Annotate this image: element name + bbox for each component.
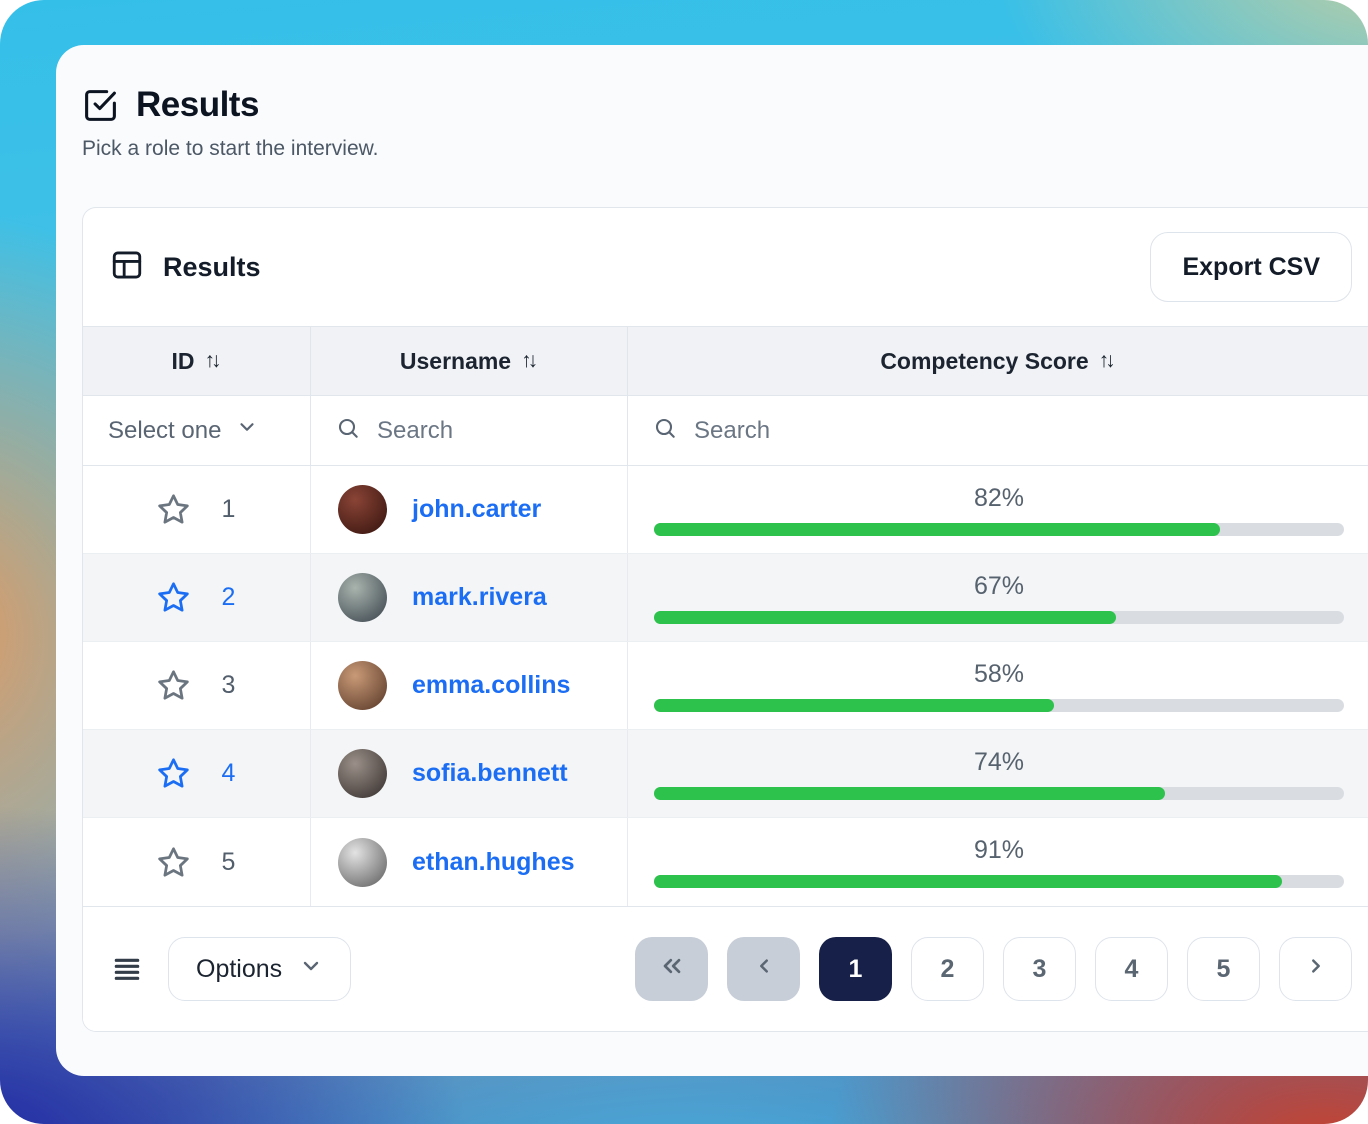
- score-percent: 67%: [973, 571, 1025, 600]
- score-bar-track: [654, 875, 1344, 888]
- row-id: 5: [221, 847, 236, 876]
- username-link[interactable]: sofia.bennett: [412, 759, 568, 787]
- username-link[interactable]: mark.rivera: [412, 583, 547, 611]
- chevron-left-icon: [751, 953, 777, 986]
- star-icon[interactable]: [156, 580, 191, 615]
- row-id: 1: [221, 495, 236, 523]
- menu-icon[interactable]: [111, 953, 143, 985]
- previous-page-button[interactable]: [727, 937, 800, 1001]
- table-icon: [110, 248, 144, 287]
- star-icon[interactable]: [156, 668, 191, 703]
- row-id: 2: [221, 583, 236, 611]
- page-button-2[interactable]: 2: [911, 937, 984, 1001]
- column-header-id[interactable]: ID ↑↓: [83, 327, 311, 395]
- chevron-down-icon: [299, 954, 323, 985]
- check-square-icon: [82, 87, 119, 124]
- page-button-5[interactable]: 5: [1187, 937, 1260, 1001]
- username-link[interactable]: ethan.hughes: [412, 847, 575, 876]
- avatar: [338, 749, 387, 798]
- score-bar-fill: [654, 522, 1220, 536]
- table-row: 4 sofia.bennett 74%: [83, 730, 1368, 818]
- table-row: 5 ethan.hughes 91%: [83, 818, 1368, 906]
- star-icon[interactable]: [156, 845, 191, 880]
- row-id: 4: [221, 759, 236, 787]
- export-csv-button[interactable]: Export CSV: [1150, 232, 1352, 302]
- score-percent: 58%: [973, 659, 1025, 688]
- sort-arrows-icon: ↑↓: [1098, 349, 1116, 372]
- sort-arrows-icon: ↑↓: [521, 349, 538, 372]
- page-title: Results: [136, 85, 259, 124]
- search-icon: [653, 416, 677, 445]
- score-percent: 82%: [973, 483, 1025, 512]
- row-id: 3: [221, 671, 236, 699]
- avatar: [338, 485, 387, 534]
- score-bar-track: [654, 610, 1344, 624]
- score-bar-fill: [654, 698, 1055, 712]
- column-header-username[interactable]: Username ↑↓: [311, 327, 628, 395]
- username-search-input[interactable]: [375, 415, 605, 446]
- chevron-right-icon: [1303, 953, 1329, 986]
- score-search-input[interactable]: [692, 415, 1346, 446]
- avatar: [338, 661, 387, 710]
- table-body: 1 john.carter 82% 2 mark.rivera 6: [83, 466, 1368, 906]
- star-icon[interactable]: [156, 492, 191, 527]
- chevrons-left-icon: [658, 952, 686, 987]
- table-row: 2 mark.rivera 67%: [83, 554, 1368, 642]
- score-percent: 74%: [973, 747, 1025, 776]
- column-header-competency-score[interactable]: Competency Score ↑↓: [628, 327, 1368, 395]
- score-bar-track: [654, 522, 1344, 536]
- page-subtitle: Pick a role to start the interview.: [82, 137, 379, 160]
- results-panel: Results Export CSV ID ↑↓ Username ↑↓ Com…: [82, 207, 1368, 1032]
- score-percent: 91%: [973, 836, 1025, 864]
- page-button-3[interactable]: 3: [1003, 937, 1076, 1001]
- avatar: [338, 573, 387, 622]
- panel-title: Results: [163, 251, 261, 282]
- table-row: 1 john.carter 82%: [83, 466, 1368, 554]
- page-header: Results Pick a role to start the intervi…: [56, 45, 1368, 161]
- score-bar-track: [654, 698, 1344, 712]
- options-button[interactable]: Options: [168, 937, 352, 1001]
- score-bar-fill: [654, 786, 1165, 800]
- avatar: [338, 837, 387, 887]
- score-bar-fill: [654, 875, 1282, 888]
- score-bar-fill: [654, 610, 1117, 624]
- chevron-down-icon: [236, 416, 258, 445]
- table-filter-row: Select one: [83, 396, 1368, 466]
- table-row: 3 emma.collins 58%: [83, 642, 1368, 730]
- search-icon: [336, 416, 360, 445]
- table-header-row: ID ↑↓ Username ↑↓ Competency Score ↑↓: [83, 326, 1368, 396]
- next-page-button[interactable]: [1279, 937, 1352, 1001]
- username-link[interactable]: john.carter: [412, 495, 542, 523]
- sort-arrows-icon: ↑↓: [204, 349, 222, 372]
- first-page-button[interactable]: [635, 937, 708, 1001]
- id-filter-select[interactable]: Select one: [108, 416, 258, 445]
- page-button-1[interactable]: 1: [819, 937, 892, 1001]
- username-link[interactable]: emma.collins: [412, 671, 571, 699]
- page-button-4[interactable]: 4: [1095, 937, 1168, 1001]
- score-bar-track: [654, 786, 1344, 800]
- app-card: Results Pick a role to start the intervi…: [56, 45, 1368, 1076]
- star-icon[interactable]: [156, 756, 191, 791]
- panel-header: Results Export CSV: [83, 208, 1368, 326]
